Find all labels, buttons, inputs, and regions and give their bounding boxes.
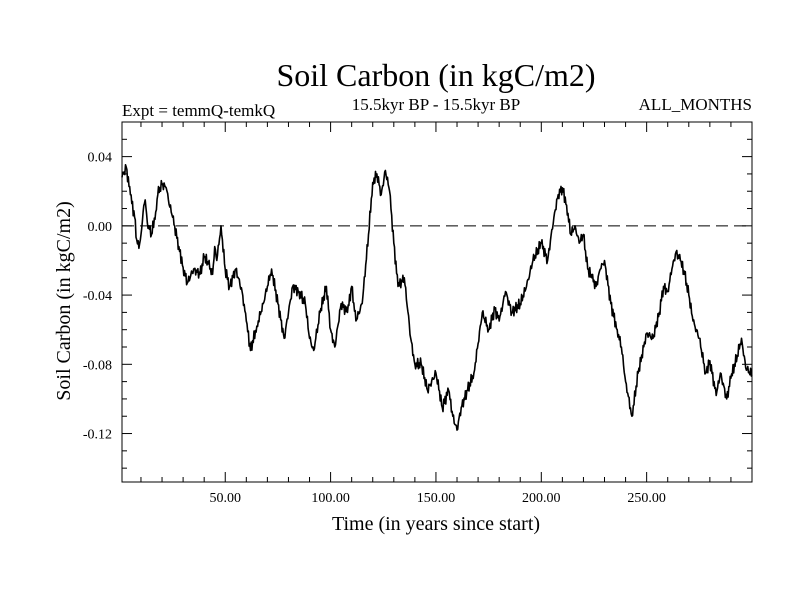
y-axis-label: Soil Carbon (in kgC/m2) [53, 201, 75, 400]
y-tick-label: -0.04 [83, 289, 112, 304]
y-tick-label: 0.04 [88, 151, 113, 166]
plot-area: 50.00 100.00 150.00 200.00 250.00 0.04 0.00 -0.… [83, 121, 753, 506]
series-line [121, 164, 753, 431]
chart-title: Soil Carbon (in kgC/m2) [276, 57, 595, 93]
plot-frame [121, 121, 753, 483]
x-tick-label: 50.00 [209, 491, 241, 506]
y-tick-label: 0.00 [88, 220, 113, 235]
y-tick-label: -0.12 [83, 428, 112, 443]
y-tick-label: -0.08 [83, 358, 112, 373]
months-label: ALL_MONTHS [639, 95, 752, 114]
experiment-label: Expt = temmQ-temkQ [122, 101, 275, 120]
x-tick-label: 150.00 [417, 491, 456, 506]
x-tick-label: 100.00 [311, 491, 350, 506]
x-tick-label: 250.00 [627, 491, 666, 506]
x-axis-label: Time (in years since start) [332, 513, 540, 535]
x-tick-label: 200.00 [522, 491, 561, 506]
period-label: 15.5kyr BP - 15.5kyr BP [352, 95, 520, 114]
